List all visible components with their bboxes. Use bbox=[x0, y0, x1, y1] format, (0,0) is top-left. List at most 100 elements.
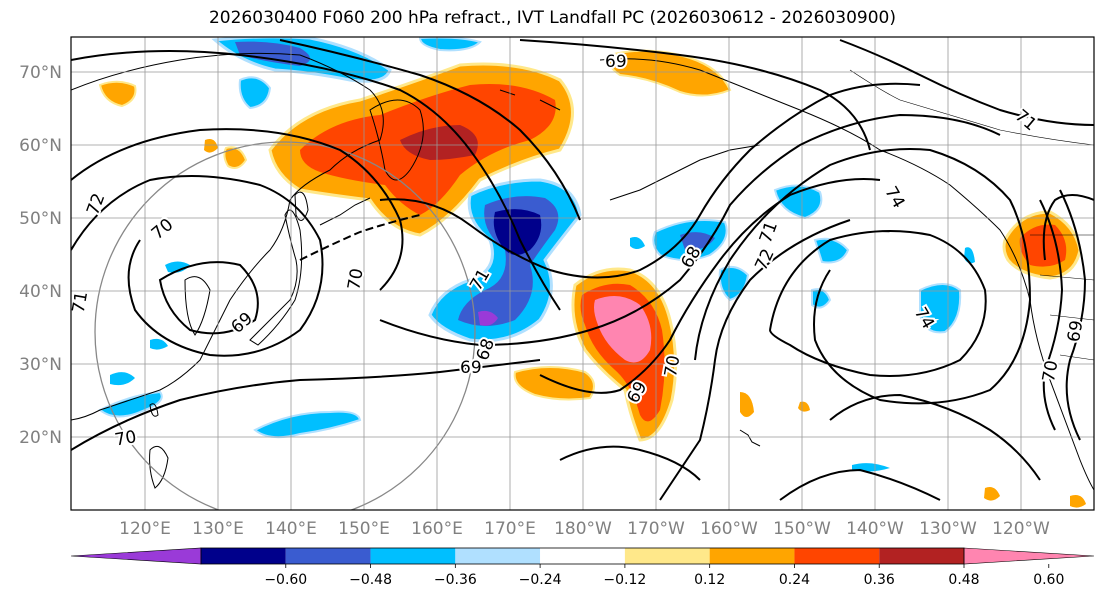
colorbar-segments bbox=[70, 547, 1095, 565]
colorbar-tick-label: −0.48 bbox=[349, 572, 392, 588]
contour-east-ridge bbox=[694, 148, 1032, 405]
anomaly-area-small-6 bbox=[964, 247, 975, 264]
coastline-korea bbox=[184, 276, 211, 336]
colorbar-segment bbox=[455, 548, 541, 564]
contour-far-north bbox=[839, 39, 1094, 126]
coastlines bbox=[71, 52, 1094, 491]
coastline-japan bbox=[249, 209, 303, 346]
colorbar-ticks: −0.60 −0.48 −0.36 −0.24 −0.12 0.12 0.24 0.36 0.4… bbox=[264, 564, 1064, 588]
colorbar-segment bbox=[370, 548, 456, 564]
contour-label: 69 bbox=[605, 52, 627, 72]
colorbar: −0.60 −0.48 −0.36 −0.24 −0.12 0.12 0.24 0.36 0.4… bbox=[70, 547, 1095, 588]
coastline-kamchatka bbox=[369, 99, 424, 181]
contour-arctic bbox=[279, 39, 581, 221]
colorbar-tick-label: 0.12 bbox=[694, 572, 725, 588]
anomaly-area-central-pacific-peak bbox=[594, 296, 652, 363]
contour-label: 69 bbox=[227, 309, 256, 338]
contour-east-coast-2 bbox=[1039, 199, 1064, 431]
contour-arctic-east bbox=[519, 39, 871, 151]
colorbar-segment bbox=[794, 548, 880, 564]
anomaly-area-gulf-of-alaska bbox=[607, 49, 732, 97]
contour-label: 71 bbox=[69, 290, 92, 315]
contour-label: 70 bbox=[1039, 359, 1062, 384]
anomaly-patch-small-5 bbox=[798, 401, 810, 412]
longitude-label: 170°W bbox=[627, 519, 685, 539]
contour-label: 74 bbox=[880, 183, 908, 212]
refractivity-contours bbox=[71, 39, 1094, 501]
contour-label: 72 bbox=[751, 246, 778, 274]
anomaly-patch-mongolia bbox=[223, 146, 248, 169]
coastline-alaska bbox=[599, 58, 1094, 491]
contour-jet bbox=[379, 82, 921, 279]
contour-label: 70 bbox=[113, 427, 138, 450]
contour-label: 71 bbox=[1011, 106, 1040, 135]
anomaly-patch-small-3 bbox=[984, 487, 1000, 501]
colorbar-segment bbox=[624, 548, 710, 564]
longitude-label: 160°E bbox=[411, 519, 463, 539]
contour-west-low bbox=[158, 261, 259, 335]
contour-east-high bbox=[769, 230, 987, 377]
latitude-label: 70°N bbox=[19, 63, 62, 83]
contour-subtropical-south bbox=[71, 359, 541, 451]
colorbar-tick-label: −0.24 bbox=[519, 572, 562, 588]
coastline-hawaii bbox=[739, 429, 761, 447]
anomaly-area-alaska bbox=[773, 184, 823, 220]
colorbar-tick-label: 0.36 bbox=[864, 572, 895, 588]
latitude-label: 60°N bbox=[19, 136, 62, 156]
great-circle bbox=[94, 141, 476, 510]
colorbar-segment bbox=[201, 548, 286, 564]
anomaly-area-small-2 bbox=[110, 372, 135, 386]
contour-west-upper bbox=[71, 128, 404, 291]
latitude-label: 20°N bbox=[19, 428, 62, 448]
anomaly-patch-small-1 bbox=[204, 139, 218, 153]
longitude-label: 120°E bbox=[119, 519, 171, 539]
colorbar-extend-max bbox=[963, 547, 1095, 565]
anomaly-area-subtropical bbox=[513, 366, 595, 401]
map-frame bbox=[70, 36, 1095, 511]
latitude-label: 50°N bbox=[19, 209, 62, 229]
contour-label: 70 bbox=[661, 354, 684, 379]
colorbar-segment bbox=[285, 548, 371, 564]
longitude-label: 130°E bbox=[192, 519, 244, 539]
longitude-label: 160°W bbox=[700, 519, 758, 539]
coastline-kurils bbox=[319, 197, 371, 226]
longitude-label: 180°W bbox=[554, 519, 612, 539]
contour-east-outer bbox=[659, 219, 851, 501]
contour-west-trough bbox=[71, 175, 324, 357]
contour-label: 69 bbox=[460, 358, 482, 378]
colorbar-tick-label: −0.12 bbox=[603, 572, 646, 588]
contour-label: 72 bbox=[83, 191, 109, 218]
contour-siberia bbox=[71, 50, 561, 311]
anomaly-patch-kamchatka bbox=[98, 80, 137, 108]
coastline-philippines bbox=[149, 445, 169, 489]
latitude-label: 40°N bbox=[19, 282, 62, 302]
anomaly-area-north-pacific-extreme bbox=[478, 310, 498, 326]
contour-jet-south bbox=[379, 113, 1001, 347]
coastline-aleutians bbox=[609, 144, 761, 201]
contour-tropics bbox=[779, 468, 941, 501]
positive-anomaly-areas bbox=[98, 49, 1086, 508]
longitude-label: 140°E bbox=[265, 519, 317, 539]
anomaly-area-arctic-2 bbox=[418, 37, 482, 52]
contour-far-east bbox=[1042, 194, 1094, 261]
latitude-label: 30°N bbox=[19, 355, 62, 375]
anomaly-area-east-china-sea bbox=[253, 410, 362, 439]
anomaly-patch-small-2 bbox=[740, 392, 754, 417]
longitude-label: 150°W bbox=[773, 519, 831, 539]
map-title: 2026030400 F060 200 hPa refract., IVT La… bbox=[208, 8, 896, 28]
colorbar-tick-label: 0.60 bbox=[1033, 572, 1064, 588]
colorbar-tick-label: 0.24 bbox=[779, 572, 810, 588]
anomaly-area-small-3 bbox=[150, 338, 168, 350]
contour-east-coast bbox=[1059, 189, 1087, 441]
colorbar-segment bbox=[709, 548, 795, 564]
longitude-label: 170°E bbox=[484, 519, 536, 539]
colorbar-tick-label: −0.60 bbox=[264, 572, 307, 588]
contour-label: 69 bbox=[1064, 319, 1087, 344]
anomaly-area-small-1 bbox=[165, 261, 190, 273]
anomaly-area-mid-pacific-2 bbox=[919, 283, 962, 334]
anomaly-patch-small-4 bbox=[1070, 495, 1086, 508]
border-canada-us bbox=[849, 69, 1094, 146]
contour-label: 70 bbox=[148, 215, 177, 244]
longitude-label: 120°W bbox=[992, 519, 1050, 539]
